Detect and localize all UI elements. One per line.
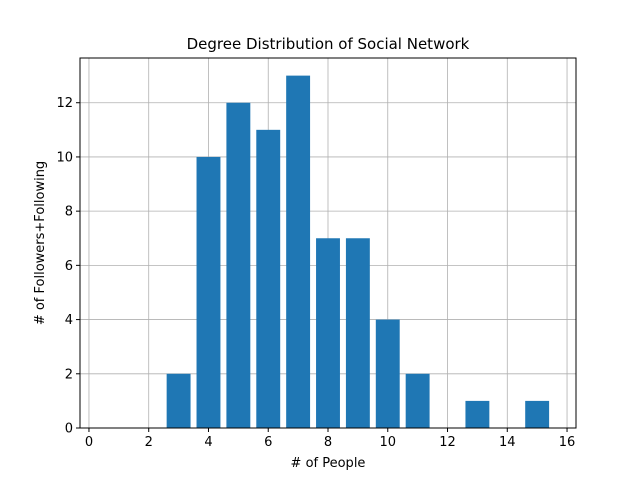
x-tick-label: 8: [324, 435, 332, 450]
y-tick-label: 4: [65, 313, 73, 328]
x-tick-label: 6: [264, 435, 272, 450]
bar: [316, 238, 340, 428]
bar: [286, 75, 311, 428]
y-tick-label: 0: [65, 422, 73, 437]
y-tick-label: 6: [65, 259, 73, 274]
ticks: 0 2 4 6 8 10 12 14 16 0 2 4 6 8 10 12: [56, 96, 575, 450]
bar: [345, 238, 370, 428]
x-tick-label: 2: [145, 435, 153, 450]
bar: [226, 102, 251, 428]
x-tick-label: 16: [559, 435, 576, 450]
x-tick-label: 12: [439, 435, 456, 450]
x-tick-label: 10: [379, 435, 396, 450]
y-axis-label: # of Followers+Following: [33, 161, 48, 325]
x-axis-label: # of People: [291, 456, 366, 471]
bar: [256, 129, 281, 429]
bar: [465, 400, 490, 428]
x-tick-label: 14: [499, 435, 516, 450]
y-tick-label: 12: [56, 96, 73, 111]
y-tick-label: 10: [56, 150, 73, 165]
bar: [166, 373, 191, 428]
bar: [525, 400, 550, 428]
x-tick-label: 4: [204, 435, 212, 450]
bar: [405, 373, 430, 428]
bar: [196, 156, 221, 428]
bar: [375, 319, 400, 428]
x-tick-label: 0: [85, 435, 93, 450]
y-tick-label: 8: [65, 205, 73, 220]
bars: [166, 75, 550, 429]
y-tick-label: 2: [65, 367, 73, 382]
chart-title: Degree Distribution of Social Network: [187, 35, 470, 53]
